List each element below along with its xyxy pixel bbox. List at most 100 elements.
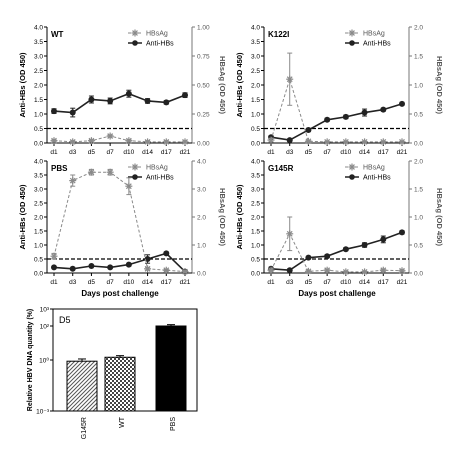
legend-hbsag-marker-stroke	[349, 164, 355, 170]
left-tick-label: 1.0	[34, 243, 43, 250]
right-tick-label: 0.00	[197, 141, 210, 148]
data-point-hbsag	[162, 138, 170, 146]
data-point-hbsag	[398, 267, 406, 275]
x-tick-label: d1	[50, 149, 58, 156]
left-tick-label: 1.5	[34, 229, 43, 236]
x-tick-label: d1	[50, 279, 58, 286]
data-point-hbsag-stroke	[305, 268, 312, 275]
data-point-hbsag	[50, 252, 58, 260]
bar-pbs	[155, 325, 187, 412]
x-tick-label: d5	[88, 149, 96, 156]
left-tick-label: 1.5	[34, 97, 43, 104]
legend-hbsag-marker	[348, 29, 356, 37]
data-point-hbsag-stroke	[144, 138, 151, 145]
x-tick-label: d14	[359, 149, 370, 156]
data-point-hbsag	[125, 182, 133, 190]
series-line-hbsag	[270, 232, 403, 273]
left-tick-label: 2.0	[34, 83, 43, 90]
data-point-hbsag-stroke	[342, 138, 349, 145]
panel-k122i: 0.0 0.5 1.0 1.5 2.0 2.5 3.0 3.5 4.0 0.0 0.5 1.0 1.5 2…	[235, 25, 444, 157]
data-point-hbsag	[342, 268, 350, 276]
left-tick-label: 0.0	[251, 141, 260, 148]
x-tick-label: d7	[107, 149, 115, 156]
legend-hbsag-marker	[131, 163, 139, 171]
data-point-hbsag-stroke	[88, 137, 95, 144]
data-point-hbsag	[87, 137, 95, 145]
x-tick-label: d14	[359, 279, 370, 286]
data-point-antihbs	[107, 97, 114, 104]
left-tick-label: 2.5	[34, 201, 43, 208]
left-tick-label: 2.0	[34, 215, 43, 222]
x-tick-label: d3	[69, 149, 77, 156]
data-point-hbsag	[106, 168, 114, 176]
x-tick-label: d10	[340, 279, 351, 286]
data-point-hbsag-stroke	[342, 268, 349, 275]
left-tick-label: 0.5	[34, 257, 43, 264]
data-point-hbsag	[323, 138, 331, 146]
data-point-antihbs	[125, 261, 132, 268]
x-tick-label: d5	[88, 279, 96, 286]
x-tick-label: d14	[142, 279, 153, 286]
left-tick-label: 3.0	[34, 54, 43, 61]
data-point-antihbs	[380, 106, 387, 113]
data-point-antihbs	[399, 100, 405, 107]
left-tick-label: 4.0	[34, 159, 43, 166]
line-panels: 0.0 0.5 1.0 1.5 2.0 2.5 3.0 3.5 4.0 0.00 0.25 0.50 0…	[18, 25, 444, 299]
panel-label: WT	[51, 30, 64, 39]
legend-hbsag-marker	[131, 29, 139, 37]
right-tick-label: 0.25	[197, 112, 210, 119]
data-point-hbsag	[267, 266, 275, 274]
right-tick-label: 2.0	[197, 215, 206, 222]
y-axis-title-right: HBsAg (OD 450)	[435, 56, 444, 114]
data-point-hbsag-stroke	[182, 268, 188, 275]
data-point-hbsag-stroke	[69, 138, 76, 145]
category-label: PBS	[170, 417, 177, 431]
left-tick-label: 0.0	[34, 141, 43, 148]
data-point-antihbs	[88, 263, 95, 269]
y-axis-title-right: HBsAg (OD 450)	[218, 188, 227, 246]
bar-panel-d5: 10⁻³ 10⁰ 10² 10³ Relative HBV DNA quantity (…	[27, 307, 198, 439]
panel-label: PBS	[51, 164, 68, 173]
data-point-hbsag-stroke	[324, 138, 331, 145]
left-tick-label: 3.5	[34, 173, 43, 180]
data-point-hbsag-stroke	[182, 138, 188, 145]
y-tick-label: 10⁰	[39, 357, 49, 365]
left-tick-label: 0.5	[34, 126, 43, 133]
right-tick-label: 3.0	[197, 187, 206, 194]
right-tick-label: 4.0	[197, 159, 206, 166]
data-point-hbsag-stroke	[51, 253, 57, 260]
left-tick-label: 3.0	[251, 54, 260, 61]
right-tick-label: 1.5	[414, 187, 423, 194]
data-point-hbsag-stroke	[380, 267, 387, 274]
data-point-hbsag	[398, 138, 406, 146]
panel-wt: 0.0 0.5 1.0 1.5 2.0 2.5 3.0 3.5 4.0 0.00 0.25 0.50 0…	[18, 25, 227, 157]
data-point-hbsag	[106, 132, 114, 140]
x-tick-label: d21	[180, 149, 191, 156]
right-tick-label: 2.0	[414, 159, 423, 166]
data-point-hbsag-stroke	[286, 76, 293, 83]
data-point-hbsag-stroke	[361, 138, 368, 145]
data-point-hbsag	[361, 268, 369, 276]
legend-hbsag-label: HBsAg	[146, 165, 168, 172]
data-point-hbsag-stroke	[268, 267, 274, 274]
panel-label: K122I	[268, 30, 289, 39]
panel-g145r: 0.0 0.5 1.0 1.5 2.0 2.5 3.0 3.5 4.0 0.0 0.5 1.0 1.5 2…	[235, 159, 444, 287]
data-point-hbsag	[379, 138, 387, 146]
right-tick-label: 0.0	[414, 271, 423, 278]
x-tick-label: d10	[340, 149, 351, 156]
left-tick-label: 2.5	[251, 201, 260, 208]
x-tick-label: d5	[305, 149, 313, 156]
data-point-hbsag	[304, 137, 312, 145]
left-tick-label: 4.0	[251, 159, 260, 166]
legend-antihbs-marker	[349, 174, 355, 180]
legend-hbsag-label: HBsAg	[363, 165, 385, 172]
y-axis-title-left: Anti-HBs (OD 450)	[235, 52, 244, 118]
data-point-antihbs	[361, 242, 368, 248]
legend-hbsag-marker-stroke	[349, 30, 355, 36]
legend-hbsag-marker-stroke	[132, 30, 138, 36]
data-point-hbsag	[50, 137, 58, 145]
data-point-hbsag	[69, 138, 77, 146]
left-tick-label: 1.0	[251, 112, 260, 119]
data-point-antihbs	[69, 109, 76, 116]
